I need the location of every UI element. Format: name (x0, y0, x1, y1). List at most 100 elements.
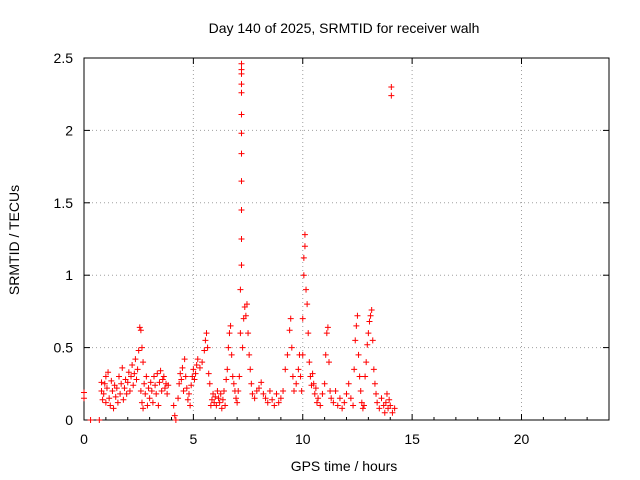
data-point (135, 347, 142, 354)
data-point (357, 388, 364, 395)
data-point (239, 344, 246, 351)
data-point (299, 351, 306, 358)
data-point (238, 207, 245, 214)
data-point (179, 364, 186, 371)
data-point (300, 254, 307, 261)
data-point (129, 361, 136, 368)
data-point (301, 243, 308, 250)
data-point (336, 395, 343, 402)
plot-frame (83, 57, 610, 421)
data-points (81, 60, 398, 423)
data-point (116, 373, 122, 380)
data-point (351, 366, 358, 373)
data-point (112, 393, 119, 400)
data-point (172, 417, 179, 423)
data-point (369, 337, 376, 344)
data-point (309, 370, 316, 377)
data-point (165, 382, 172, 389)
data-point (100, 390, 107, 397)
axis-ticks: 0 5 10 15 20 0 0.5 1 1.5 2 2.5 (54, 50, 609, 447)
data-point (260, 390, 267, 397)
data-point (330, 399, 337, 406)
data-point (310, 380, 317, 387)
data-point (238, 178, 245, 185)
data-point (238, 81, 245, 88)
data-point (368, 306, 375, 313)
data-point (102, 399, 109, 406)
data-point (251, 395, 258, 402)
data-point (312, 385, 319, 392)
data-point (327, 388, 334, 395)
data-point (305, 330, 312, 337)
data-point (125, 369, 132, 376)
data-point (151, 373, 157, 380)
data-point (188, 382, 195, 389)
data-point (138, 344, 145, 351)
data-point (271, 402, 278, 409)
data-point (389, 409, 396, 416)
x-tick-label: 10 (295, 431, 311, 447)
data-point (238, 236, 245, 242)
data-point (121, 385, 128, 392)
data-point (238, 111, 245, 118)
data-point (359, 405, 366, 412)
data-point (196, 364, 203, 371)
data-point (201, 347, 208, 354)
data-point (386, 396, 393, 403)
data-point (300, 272, 307, 279)
data-point (170, 402, 177, 409)
data-point (132, 356, 139, 363)
data-point (284, 351, 291, 358)
y-tick-label: 2.5 (54, 50, 74, 66)
data-point (119, 364, 126, 371)
data-point (96, 417, 103, 423)
data-point (334, 402, 341, 409)
data-point (370, 366, 377, 373)
data-point (213, 402, 220, 409)
data-point (256, 385, 262, 392)
data-point (299, 315, 306, 322)
data-point (147, 379, 154, 386)
data-point (378, 395, 385, 402)
data-point (367, 312, 374, 319)
data-point (383, 390, 390, 397)
data-point (177, 370, 184, 377)
data-point (315, 395, 322, 402)
y-tick-label: 0 (65, 412, 73, 428)
data-point (246, 351, 253, 358)
data-point (245, 330, 252, 337)
data-point (202, 337, 209, 344)
grid (84, 58, 609, 420)
data-point (227, 322, 234, 329)
data-point (103, 385, 110, 392)
data-point (354, 312, 361, 319)
data-point (234, 399, 241, 406)
data-point (171, 412, 178, 419)
data-point (328, 395, 335, 402)
data-point (301, 231, 308, 238)
data-point (353, 322, 360, 329)
data-point (266, 388, 273, 395)
data-point (247, 366, 254, 373)
data-point (118, 380, 125, 387)
data-point (236, 373, 243, 380)
data-point (332, 388, 339, 395)
data-point (347, 395, 354, 402)
data-point (323, 330, 330, 337)
data-point (81, 395, 87, 402)
data-point (137, 388, 144, 395)
data-point (187, 402, 194, 409)
data-point (352, 337, 359, 344)
data-point (350, 402, 357, 409)
data-point (81, 389, 87, 396)
data-point (373, 390, 380, 397)
data-point (269, 396, 276, 403)
data-point (238, 60, 245, 67)
data-point (217, 390, 224, 397)
data-point (286, 327, 293, 334)
data-point (238, 89, 245, 96)
data-point (126, 388, 133, 395)
x-tick-label: 20 (514, 431, 530, 447)
data-point (212, 393, 219, 400)
data-point (176, 380, 183, 387)
